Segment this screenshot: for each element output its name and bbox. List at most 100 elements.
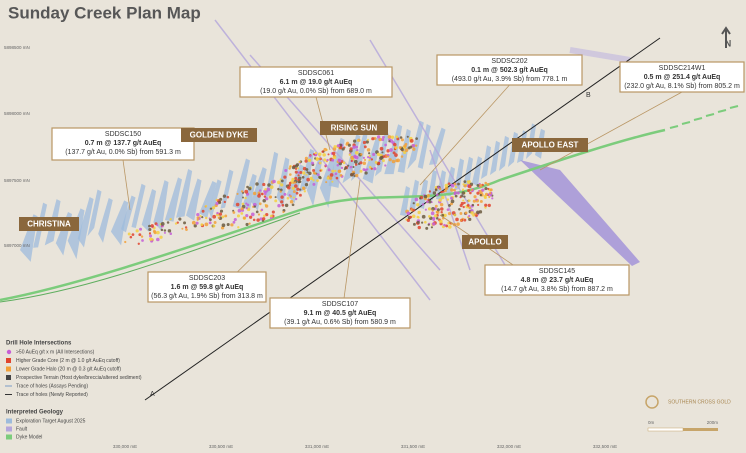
- drill-intersection: [340, 166, 344, 170]
- legend-item: Trace of holes (Newly Reported): [16, 392, 88, 398]
- easting-label: 331,000 mE: [305, 444, 329, 449]
- legend-swatch: [6, 366, 11, 372]
- drill-intersection: [441, 195, 445, 200]
- drill-intersection: [328, 176, 333, 180]
- drill-intersection: [414, 197, 419, 202]
- drill-intersection: [395, 135, 399, 139]
- drill-intersection: [277, 187, 280, 191]
- drill-intersection: [319, 169, 322, 172]
- drill-intersection: [183, 221, 187, 225]
- drill-intersection: [219, 209, 224, 213]
- drill-intersection: [302, 171, 306, 175]
- drill-intersection: [298, 160, 301, 163]
- easting-label: 330,500 mE: [209, 444, 233, 449]
- drill-intersection: [467, 189, 471, 193]
- drill-intersection: [347, 164, 350, 167]
- dyke-model: [669, 125, 679, 129]
- drill-intersection: [384, 143, 387, 147]
- drill-intersection: [246, 185, 249, 189]
- drill-intersection: [339, 173, 343, 177]
- drill-intersection: [425, 200, 429, 204]
- exploration-target: [164, 177, 183, 222]
- drill-intersection: [199, 214, 202, 218]
- drill-intersection: [355, 145, 359, 149]
- drill-intersection: [312, 171, 316, 175]
- place-box: [320, 121, 388, 135]
- callout-box: [269, 297, 411, 329]
- drill-intersection: [421, 221, 424, 224]
- drill-intersection: [148, 227, 152, 232]
- drill-intersection: [304, 159, 308, 163]
- exploration-target: [418, 178, 428, 209]
- drill-intersection: [283, 175, 287, 179]
- drill-intersection: [466, 204, 470, 207]
- drill-intersection: [305, 168, 309, 171]
- drill-intersection: [221, 215, 225, 219]
- drill-intersection: [298, 193, 302, 197]
- drill-intersection: [327, 168, 331, 172]
- drill-intersection: [240, 190, 244, 193]
- drill-intersection: [432, 191, 437, 195]
- drill-intersection: [263, 192, 267, 196]
- drill-intersection: [314, 151, 318, 155]
- drill-intersection: [309, 176, 313, 181]
- drill-intersection: [135, 229, 139, 233]
- drill-intersection: [160, 222, 165, 226]
- drill-intersection: [159, 235, 163, 239]
- drill-intersection: [381, 159, 385, 163]
- drill-intersection: [369, 156, 372, 159]
- drill-intersection: [363, 145, 367, 149]
- legend-item: Fault: [16, 426, 28, 432]
- intercept-detail: (19.0 g/t Au, 0.0% Sb) from 689.0 m: [260, 88, 372, 95]
- drill-intersection: [475, 198, 478, 201]
- drill-intersection: [291, 165, 296, 170]
- drill-intersection: [269, 214, 273, 218]
- drill-intersection: [484, 206, 487, 209]
- drill-intersection: [453, 213, 457, 217]
- drill-intersection: [471, 203, 475, 207]
- drill-intersection: [450, 199, 455, 204]
- drill-intersection: [373, 167, 377, 171]
- drill-intersection: [258, 189, 262, 192]
- drill-intersection: [311, 161, 315, 165]
- dyke-model: [705, 113, 715, 117]
- drill-intersection: [302, 186, 306, 191]
- drill-intersection: [266, 187, 271, 192]
- drill-intersection: [280, 200, 284, 204]
- drill-intersection: [209, 218, 212, 222]
- drill-intersection: [149, 234, 153, 238]
- dyke-model: [0, 212, 301, 303]
- exploration-target: [199, 180, 217, 219]
- drill-intersection: [489, 188, 493, 192]
- fault: [520, 160, 640, 266]
- drill-intersection: [352, 166, 355, 169]
- drill-intersection: [262, 182, 266, 187]
- drill-intersection: [378, 159, 381, 162]
- drill-intersection: [318, 157, 321, 160]
- fault: [569, 47, 631, 63]
- exploration-target: [67, 208, 85, 260]
- drill-intersection: [444, 183, 449, 188]
- drill-intersection: [406, 135, 409, 138]
- drill-intersection: [444, 186, 449, 191]
- drill-intersection: [131, 233, 135, 237]
- drill-intersection: [312, 182, 316, 186]
- drill-intersection: [350, 155, 355, 160]
- drill-intersection: [457, 182, 460, 186]
- drill-intersection: [153, 231, 157, 235]
- drill-intersection: [226, 195, 230, 199]
- drill-intersection: [342, 161, 346, 165]
- drill-intersection: [376, 135, 381, 139]
- drill-intersection: [459, 212, 463, 215]
- section-label: A: [150, 391, 155, 398]
- drill-intersection: [368, 152, 371, 155]
- drill-intersection: [329, 173, 334, 177]
- drill-intersection: [456, 191, 460, 195]
- callout-box: [239, 66, 393, 98]
- callout-box: [484, 264, 630, 296]
- drill-intersection: [462, 205, 465, 209]
- drill-intersection: [323, 158, 327, 162]
- exploration-target: [472, 156, 482, 187]
- drill-intersection: [431, 222, 436, 226]
- legend: Drill Hole Intersections >50 AuEq g/t x m…: [5, 341, 731, 440]
